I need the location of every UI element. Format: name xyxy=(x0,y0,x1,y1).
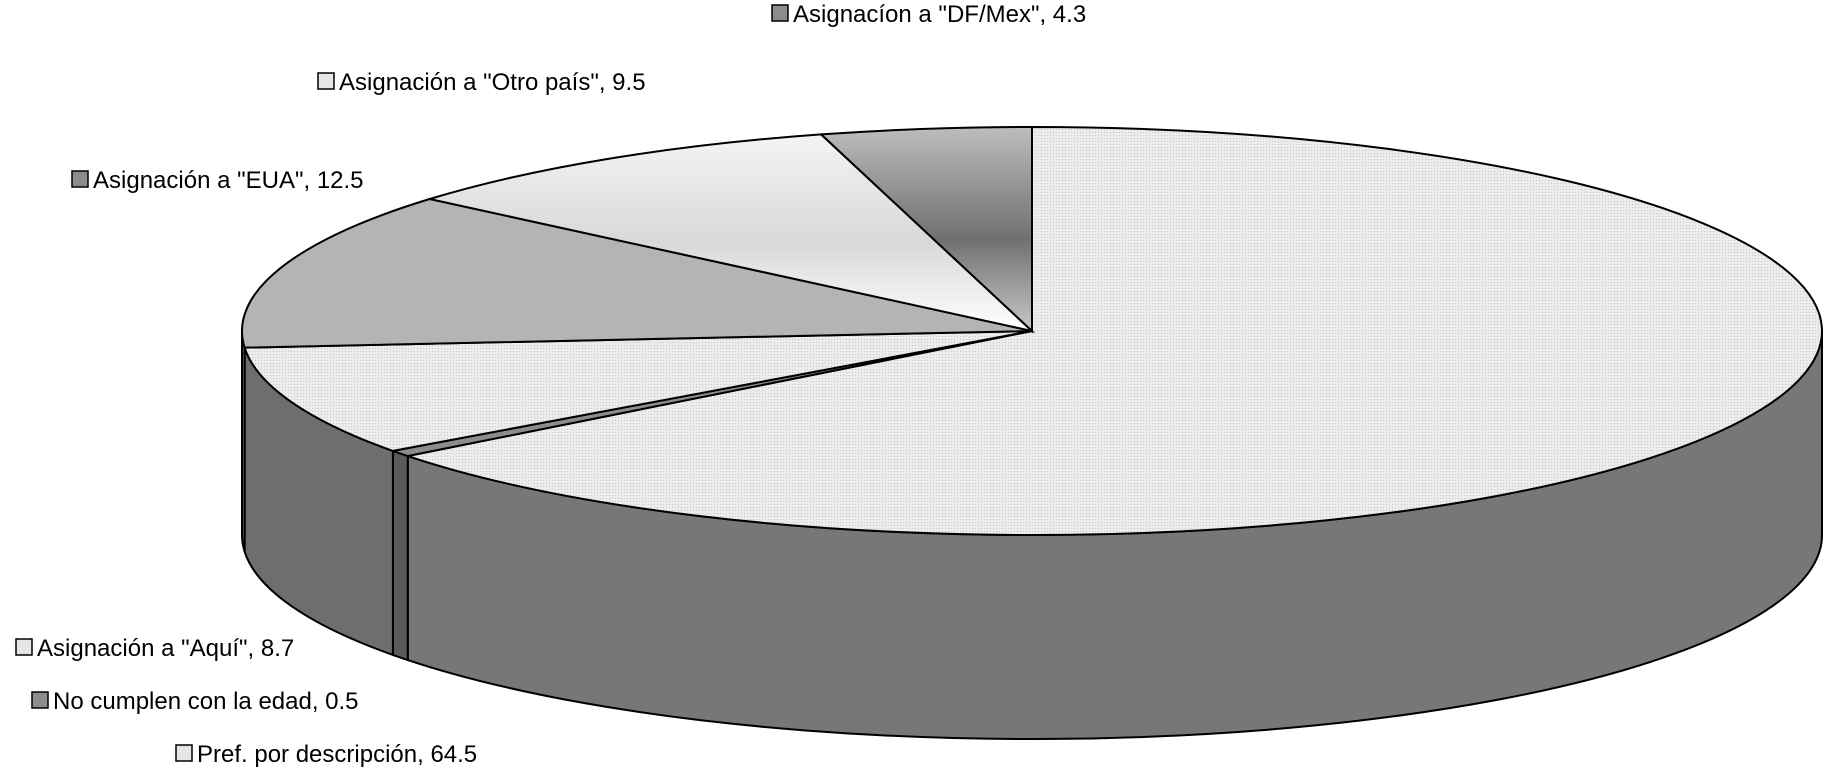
label-swatch-1 xyxy=(31,691,49,709)
slice-side-3 xyxy=(241,330,246,552)
slice-label-4: Asignación a "Otro país", 9.5 xyxy=(339,69,646,96)
slice-label-5: Asignacíon a "DF/Mex", 4.3 xyxy=(793,1,1086,28)
label-swatch-0 xyxy=(175,744,193,762)
slice-4 xyxy=(425,133,1036,333)
pie-tops xyxy=(241,125,1823,536)
slice-side-1 xyxy=(391,449,409,662)
slice-label-3: Asignación a "EUA", 12.5 xyxy=(93,167,364,194)
slice-label-1: No cumplen con la edad, 0.5 xyxy=(53,688,359,715)
label-swatch-3 xyxy=(71,170,89,188)
slice-label-0: Pref. por descripción, 64.5 xyxy=(197,741,477,768)
label-swatch-4 xyxy=(317,72,335,90)
slice-0 xyxy=(403,125,1823,536)
label-swatch-5 xyxy=(771,4,789,22)
slice-3 xyxy=(241,197,1033,349)
slice-5 xyxy=(818,125,1033,334)
slice-labels: Pref. por descripción, 64.5 No cumplen co… xyxy=(15,1,1086,768)
label-swatch-2 xyxy=(15,638,33,656)
slice-label-2: Asignación a "Aquí", 8.7 xyxy=(37,635,294,662)
slice-2 xyxy=(243,330,1033,452)
